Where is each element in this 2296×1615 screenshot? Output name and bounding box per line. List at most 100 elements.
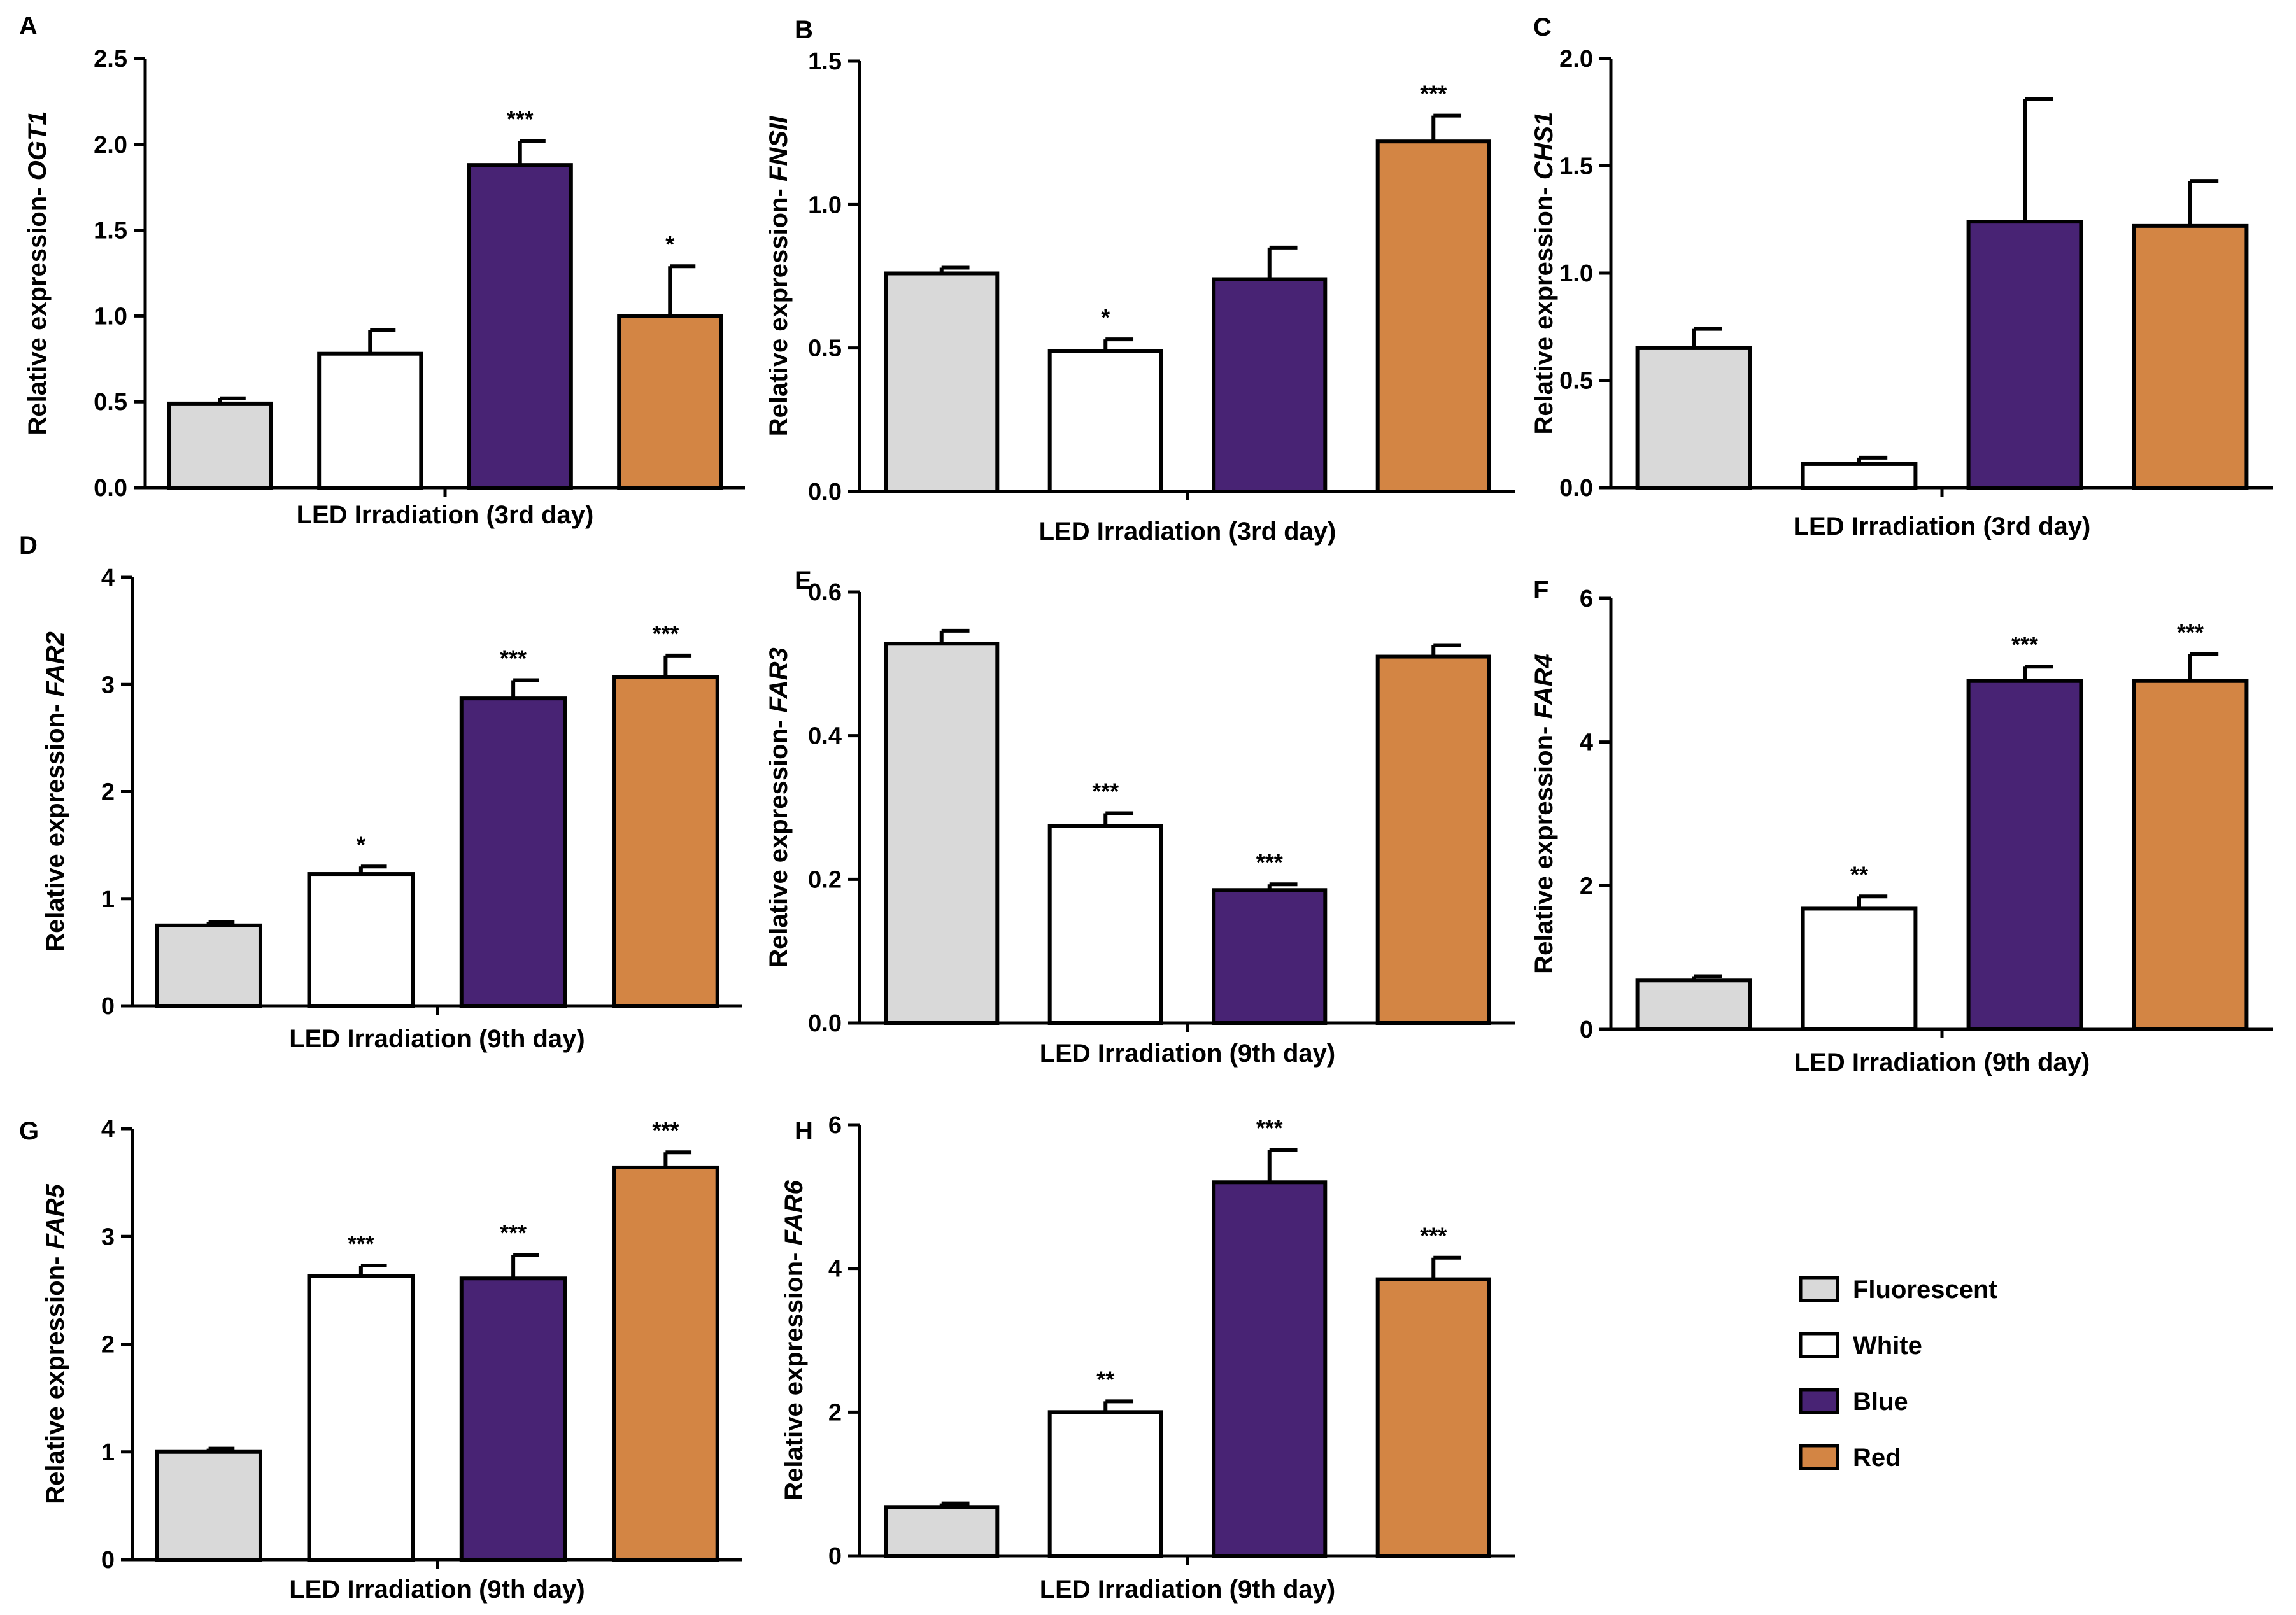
y-tick-label: 1.0 (1559, 260, 1593, 287)
error-bar (663, 653, 692, 677)
bar-white (1047, 824, 1163, 1025)
y-tick-label: 0 (101, 993, 115, 1020)
panels: A0.00.51.01.52.02.5****LED Irradiation (… (19, 12, 2273, 1604)
error-bar (668, 264, 696, 316)
bar-fluorescent (884, 1505, 1000, 1558)
panel-letter: C (1533, 13, 1552, 41)
bar-fluorescent (1635, 978, 1752, 1031)
y-tick-label: 2 (101, 779, 115, 806)
panel-letter: H (795, 1117, 813, 1145)
bar-red (617, 314, 723, 490)
y-tick-label: 2 (828, 1399, 842, 1426)
significance-label: *** (348, 1231, 374, 1257)
y-tick-label: 0.5 (1559, 368, 1593, 395)
y-axis-label: Relative expression- OGT1 (24, 111, 52, 435)
y-axis-label: Relative expression- FNSII (765, 116, 793, 436)
bar-blue (467, 163, 573, 490)
y-axis-label-prefix: Relative expression- (765, 713, 793, 968)
bar-blue (1212, 888, 1328, 1025)
panel-letter: D (19, 532, 38, 560)
significance-label: *** (1092, 779, 1119, 805)
error-bar (206, 1446, 235, 1452)
x-axis-label: LED Irradiation (3rd day) (297, 501, 594, 529)
y-tick-label: 1 (101, 886, 115, 913)
y-axis-label-prefix: Relative expression- (1530, 719, 1558, 974)
y-tick-label: 3 (101, 1224, 115, 1250)
legend-item-blue: Blue (1799, 1388, 1908, 1416)
error-bar (2188, 179, 2219, 226)
bar-blue (1966, 220, 2083, 490)
bar-blue (1966, 679, 2083, 1031)
y-tick-label: 1.5 (808, 48, 842, 75)
significance-label: *** (1256, 1115, 1283, 1141)
gene-name: CHS1 (1530, 112, 1558, 180)
bar-fluorescent (1635, 346, 1752, 490)
y-tick-label: 0 (1580, 1017, 1593, 1043)
panel-b: B0.00.51.01.5****LED Irradiation (3rd da… (765, 16, 1515, 546)
significance-label: * (357, 831, 365, 857)
y-axis-label: Relative expression- CHS1 (1530, 112, 1558, 435)
y-axis-label-prefix: Relative expression- (41, 1250, 69, 1504)
bar-red (2132, 679, 2249, 1031)
y-tick-label: 2 (101, 1332, 115, 1358)
x-axis-label: LED Irradiation (9th day) (289, 1576, 585, 1604)
y-tick-label: 6 (828, 1112, 842, 1139)
bar-white (1047, 349, 1163, 493)
significance-label: *** (2011, 631, 2038, 658)
legend-label: Fluorescent (1853, 1276, 1997, 1304)
gene-name: FAR3 (765, 647, 793, 712)
x-axis-label: LED Irradiation (3rd day) (1039, 518, 1336, 546)
legend-swatch (1799, 1332, 1839, 1358)
y-axis-label: Relative expression- FAR5 (41, 1184, 69, 1504)
significance-label: *** (1256, 849, 1283, 875)
y-tick-label: 1.5 (1559, 153, 1593, 180)
error-bar (1857, 455, 1888, 464)
error-bar (939, 1501, 970, 1507)
y-tick-label: 0.0 (94, 475, 127, 502)
significance-label: *** (1420, 1223, 1447, 1249)
y-axis-label-prefix: Relative expression- (780, 1246, 808, 1500)
bar-red (1375, 654, 1491, 1026)
y-tick-label: 0.5 (94, 389, 127, 416)
y-tick-label: 0.6 (808, 579, 842, 606)
error-bar (1431, 113, 1462, 142)
bar-fluorescent (884, 642, 1000, 1025)
bar-red (612, 675, 719, 1008)
significance-label: *** (500, 1220, 527, 1246)
significance-label: * (665, 231, 674, 257)
error-bar (1267, 1148, 1298, 1183)
bar-blue (1212, 1180, 1328, 1558)
legend: Fluorescent White Blue Red (1799, 1276, 1997, 1472)
y-tick-label: 0.0 (808, 1010, 842, 1037)
y-axis-label: Relative expression- FAR2 (41, 631, 69, 951)
panel-c: C 0.0 0.5 1.0 1.5 2.0 LED Irradiation (3rd day… (1530, 13, 2273, 540)
bar-blue (459, 1276, 567, 1562)
y-tick-label: 2.5 (94, 46, 127, 73)
error-bar (358, 864, 387, 875)
error-bar (358, 1263, 387, 1276)
x-axis-label: LED Irradiation (9th day) (1040, 1040, 1336, 1068)
error-bar (2188, 652, 2219, 681)
bar-fluorescent (155, 923, 262, 1008)
error-bar (511, 678, 539, 699)
significance-label: *** (652, 621, 679, 647)
bar-red (612, 1165, 719, 1562)
error-bar (368, 327, 396, 354)
gene-name: FAR5 (41, 1184, 69, 1250)
error-bar (1857, 894, 1888, 909)
legend-swatch (1799, 1444, 1839, 1470)
panel-letter: A (19, 12, 38, 40)
error-bar (1692, 974, 1722, 981)
panel-g: G 0 1 2 3 4 *** *** *** LED Irradiation (9th day)… (19, 1116, 742, 1604)
bar-white (307, 872, 415, 1008)
panel-letter: E (795, 567, 812, 595)
significance-label: *** (507, 106, 534, 132)
error-bar (1267, 882, 1298, 891)
y-tick-label: 0.0 (808, 479, 842, 505)
gene-name: FNSII (765, 116, 793, 181)
bar-red (1375, 1277, 1491, 1558)
y-tick-label: 0 (828, 1543, 842, 1570)
error-bar (1431, 643, 1462, 657)
